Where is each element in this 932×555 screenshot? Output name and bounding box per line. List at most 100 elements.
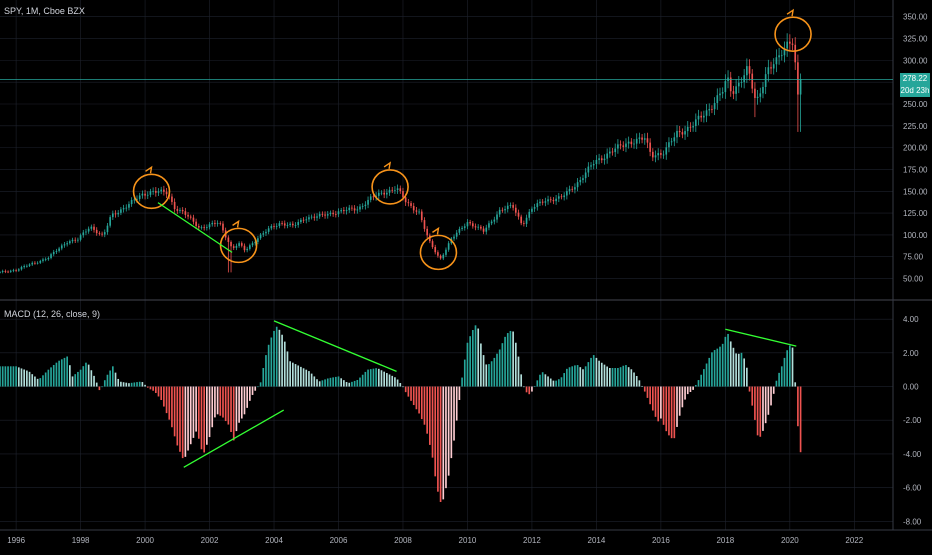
histogram-bar	[670, 386, 673, 439]
histogram-bar	[590, 357, 592, 387]
histogram-bar	[138, 381, 141, 387]
candle-body	[12, 270, 15, 272]
histogram-bar	[635, 376, 638, 387]
candle-body	[31, 262, 34, 265]
candle-body	[326, 214, 329, 216]
histogram-bar	[786, 350, 788, 387]
candle-body	[85, 231, 87, 233]
price-axis[interactable]: 350.00325.00300.00275.00250.00225.00200.…	[903, 13, 928, 284]
candle-body	[549, 199, 552, 201]
candle-body	[154, 190, 157, 193]
candle-body	[463, 226, 466, 228]
candle-body	[697, 115, 700, 120]
candle-body	[4, 271, 7, 272]
macd-histogram[interactable]	[0, 325, 802, 502]
histogram-bar	[646, 386, 649, 398]
candle-body	[192, 217, 195, 222]
histogram-bar	[676, 386, 678, 427]
candle-body	[619, 144, 622, 146]
candle-body	[90, 226, 93, 229]
candle-body	[297, 222, 300, 226]
candle-body	[649, 142, 651, 152]
candle-body	[372, 196, 375, 198]
histogram-bar	[141, 382, 144, 387]
candle-body	[160, 189, 163, 192]
candle-body	[15, 270, 17, 272]
histogram-bar	[684, 386, 686, 400]
candle-body	[316, 216, 318, 218]
time-axis[interactable]: 1996 1998 2000 2002 2004 2006 2008 2010 2012 2014…	[7, 536, 864, 545]
candle-body	[318, 213, 321, 217]
histogram-bar	[743, 358, 745, 387]
histogram-bar	[176, 386, 179, 446]
histogram-bar	[431, 386, 434, 458]
histogram-bar	[60, 359, 63, 387]
indicator-legend[interactable]: MACD (12, 26, close, 9)	[4, 309, 101, 319]
price-tick-label: 250.00	[903, 100, 928, 109]
macd-axis[interactable]: 4.00 2.00 0.00 -2.00 -4.00 -6.00 -8.00	[903, 315, 922, 526]
histogram-bar	[547, 376, 549, 387]
histogram-bar	[455, 386, 458, 421]
candle-body	[79, 235, 82, 240]
histogram-bar	[697, 380, 700, 387]
histogram-bar	[477, 328, 480, 387]
histogram-bar	[171, 386, 173, 428]
histogram-bar	[216, 386, 219, 415]
histogram-bar	[386, 373, 388, 387]
histogram-bar	[109, 370, 111, 387]
candle-body	[523, 223, 525, 224]
candle-body	[759, 93, 762, 97]
time-tick-label: 2004	[265, 536, 283, 545]
candle-body	[719, 93, 721, 96]
histogram-bar	[179, 386, 181, 452]
candle-body	[52, 251, 55, 255]
histogram-bar	[611, 368, 614, 387]
histogram-bar	[114, 372, 117, 387]
price-candles[interactable]	[0, 33, 802, 274]
annotation-trendline	[273, 320, 397, 372]
candle-body	[539, 201, 541, 204]
macd-tick-label: 0.00	[903, 383, 919, 392]
histogram-bar	[732, 347, 735, 387]
candle-body	[420, 211, 423, 221]
candle-body	[445, 249, 447, 255]
histogram-bar	[471, 330, 474, 387]
candle-body	[184, 211, 187, 215]
histogram-bar	[780, 366, 783, 387]
candle-body	[259, 234, 262, 239]
candle-body	[227, 237, 230, 242]
histogram-bar	[232, 386, 235, 441]
histogram-bar	[93, 375, 95, 387]
candle-body	[98, 233, 101, 234]
histogram-bar	[686, 386, 689, 395]
candle-body	[670, 141, 673, 143]
candle-body	[216, 223, 219, 224]
annotation-arrowhead	[232, 219, 240, 228]
histogram-bar	[609, 368, 611, 387]
candle-body	[678, 130, 681, 133]
candle-body	[399, 188, 402, 192]
histogram-bar	[794, 382, 797, 387]
candle-body	[528, 211, 531, 218]
histogram-bar	[222, 386, 224, 418]
candle-body	[426, 228, 428, 236]
candle-body	[681, 132, 684, 135]
histogram-bar	[224, 386, 227, 422]
histogram-bar	[20, 368, 23, 387]
symbol-legend[interactable]: SPY, 1M, Cboe BZX	[4, 6, 85, 16]
histogram-bar	[52, 365, 55, 387]
candle-body	[474, 226, 477, 228]
histogram-bar	[764, 386, 767, 424]
macd-tick-label: -4.00	[903, 450, 922, 459]
histogram-bar	[391, 375, 394, 387]
histogram-bar	[541, 372, 544, 387]
candle-body	[622, 145, 625, 147]
histogram-bar	[520, 374, 523, 387]
price-tick-label: 175.00	[903, 165, 928, 174]
histogram-bar	[598, 360, 600, 387]
time-tick-label: 1998	[72, 536, 90, 545]
candle-body	[109, 217, 111, 226]
annotation-circle	[132, 173, 171, 210]
histogram-bar	[716, 348, 719, 387]
candle-body	[69, 241, 71, 244]
